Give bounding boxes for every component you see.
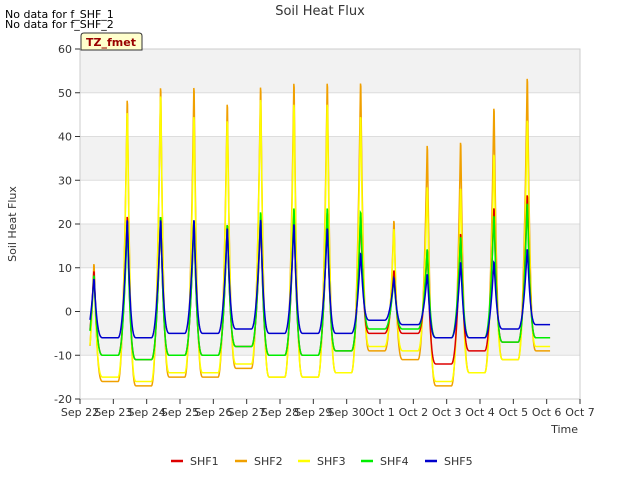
- legend-label-shf4: SHF4: [380, 455, 409, 468]
- series-lines: [89, 78, 551, 387]
- legend: SHF1 SHF2 SHF3 SHF4 SHF5: [171, 455, 473, 468]
- x-tick-label: Sep 26: [194, 406, 232, 419]
- y-tick-label: 50: [58, 87, 72, 100]
- y-tick-label: 30: [58, 174, 72, 187]
- y-tick-label: -10: [54, 349, 72, 362]
- series-line-shf5: [89, 219, 551, 339]
- x-tick-label: Oct 6: [532, 406, 562, 419]
- x-tick-label: Sep 27: [228, 406, 266, 419]
- x-tick-label: Sep 23: [94, 406, 132, 419]
- legend-label-shf2: SHF2: [254, 455, 283, 468]
- y-tick-label: 20: [58, 218, 72, 231]
- tz-badge-label: TZ_fmet: [86, 36, 136, 49]
- x-tick-label: Sep 28: [261, 406, 299, 419]
- x-tick-label: Oct 7: [565, 406, 595, 419]
- grid-band: [80, 49, 580, 93]
- no-data-notice-2: No data for f_SHF_2: [5, 18, 114, 31]
- x-tick-label: Sep 22: [61, 406, 99, 419]
- y-tick-label: -20: [54, 393, 72, 406]
- x-tick-label: Oct 2: [399, 406, 429, 419]
- x-tick-label: Oct 3: [432, 406, 462, 419]
- x-axis-label: Time: [550, 423, 578, 436]
- series-line-shf3: [89, 96, 551, 383]
- y-axis-label: Soil Heat Flux: [6, 186, 19, 262]
- y-tick-label: 0: [65, 306, 72, 319]
- legend-label-shf3: SHF3: [317, 455, 346, 468]
- no-data-notice-1: No data for f_SHF_1: [5, 8, 114, 21]
- x-tick-label: Sep 29: [294, 406, 332, 419]
- y-tick-label: 10: [58, 262, 72, 275]
- chart-title: Soil Heat Flux: [275, 4, 365, 19]
- x-tick-label: Oct 4: [465, 406, 495, 419]
- x-tick-label: Sep 25: [161, 406, 199, 419]
- x-tick-label: Sep 30: [328, 406, 366, 419]
- x-tick-label: Sep 24: [128, 406, 166, 419]
- tz-badge: TZ_fmet: [80, 32, 143, 51]
- y-tick-label: 40: [58, 131, 72, 144]
- x-tick-label: Oct 5: [499, 406, 529, 419]
- y-tick-label: 60: [58, 43, 72, 56]
- grid-band: [80, 136, 580, 181]
- x-tick-label: Oct 1: [365, 406, 395, 419]
- legend-label-shf1: SHF1: [190, 455, 219, 468]
- legend-label-shf5: SHF5: [444, 455, 473, 468]
